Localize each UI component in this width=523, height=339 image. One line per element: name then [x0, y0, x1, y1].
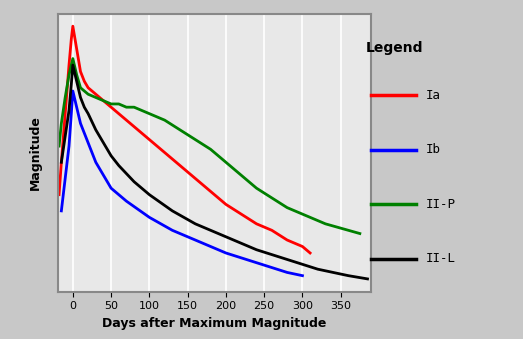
Text: II-P: II-P [426, 198, 456, 211]
X-axis label: Days after Maximum Magnitude: Days after Maximum Magnitude [102, 317, 327, 330]
Y-axis label: Magnitude: Magnitude [29, 115, 42, 190]
Text: Legend: Legend [366, 41, 424, 55]
Text: Ib: Ib [426, 143, 441, 156]
Text: II-L: II-L [426, 252, 456, 265]
Text: Ia: Ia [426, 89, 441, 102]
